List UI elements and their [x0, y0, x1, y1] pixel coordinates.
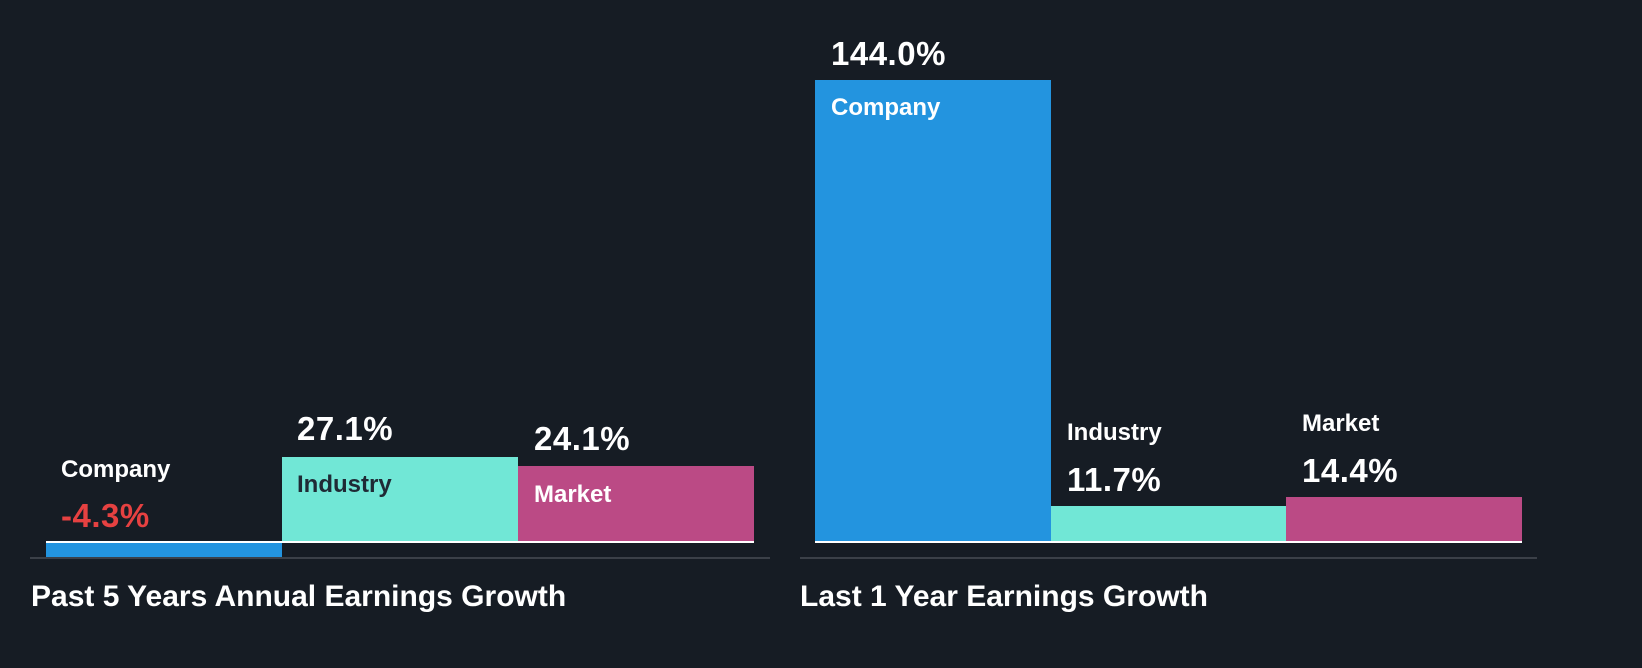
- zero-baseline: [46, 541, 754, 543]
- zero-baseline: [815, 541, 1522, 543]
- bar-industry: [1051, 506, 1286, 542]
- label-market: Market: [534, 481, 612, 508]
- value-industry: 11.7%: [1067, 461, 1162, 498]
- chart-title: Past 5 Years Annual Earnings Growth: [31, 580, 567, 613]
- label-industry: Industry: [297, 471, 392, 498]
- label-company: Company: [61, 456, 171, 483]
- x-axis-line: [800, 557, 1537, 559]
- bar-company: [815, 80, 1051, 542]
- value-market: 24.1%: [534, 420, 631, 457]
- value-industry: 27.1%: [297, 410, 394, 447]
- value-company: 144.0%: [831, 35, 946, 72]
- chart-title: Last 1 Year Earnings Growth: [800, 580, 1208, 613]
- value-company: -4.3%: [61, 497, 150, 534]
- label-industry: Industry: [1067, 419, 1162, 446]
- chart-past-5-years: Company -4.3% 27.1% Industry 24.1% Marke…: [0, 0, 790, 668]
- bar-market: [518, 466, 754, 542]
- label-market: Market: [1302, 410, 1380, 437]
- label-company: Company: [831, 94, 941, 121]
- value-market: 14.4%: [1302, 452, 1399, 489]
- bar-industry: [282, 457, 518, 542]
- bar-market: [1286, 497, 1522, 542]
- bar-company: [46, 543, 282, 558]
- x-axis-line: [30, 557, 770, 559]
